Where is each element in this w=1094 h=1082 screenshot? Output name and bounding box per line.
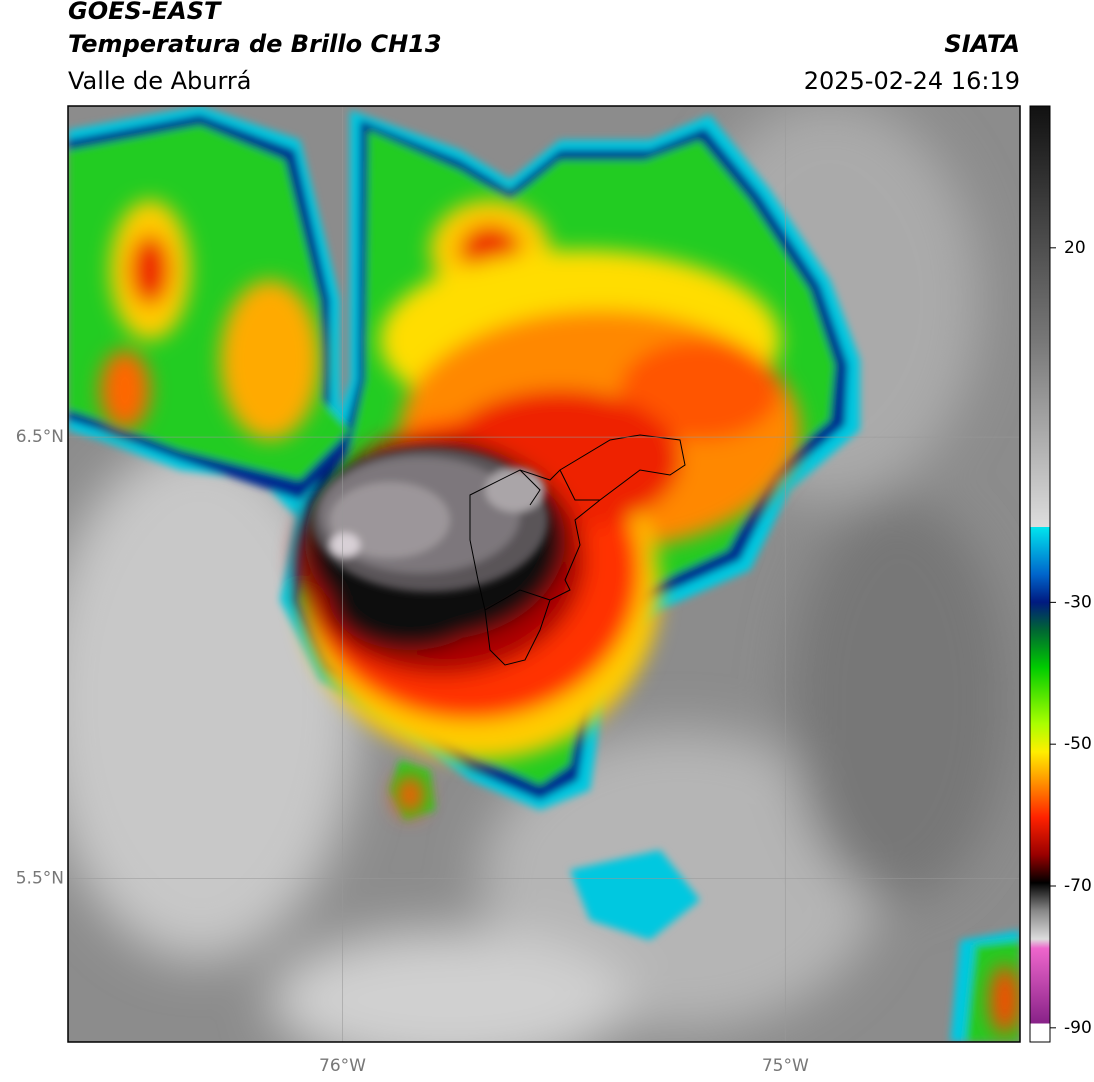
region: Valle de Aburrá — [68, 67, 252, 95]
source: SIATA — [944, 30, 1020, 58]
colorbar-tick-label: -50 — [1064, 734, 1092, 754]
lat-tick-label: 6.5°N — [16, 427, 64, 447]
lon-tick-label: 75°W — [762, 1056, 809, 1076]
colorbar-tick-label: -30 — [1064, 592, 1092, 612]
satellite-image — [68, 106, 1020, 1042]
title: GOES-EAST — [68, 0, 222, 25]
colorbar-tick-label: 20 — [1064, 238, 1086, 258]
timestamp: 2025-02-24 16:19 — [804, 67, 1020, 95]
colorbar — [1029, 105, 1051, 1043]
colorbar-tick-label: -90 — [1064, 1018, 1092, 1038]
lat-tick-label: 5.5°N — [16, 869, 64, 889]
lon-tick-label: 76°W — [319, 1056, 366, 1076]
basin-outline — [469, 434, 686, 666]
colorbar-tick-label: -70 — [1064, 876, 1092, 896]
map-frame — [67, 105, 1021, 1043]
subtitle: Temperatura de Brillo CH13 — [68, 30, 442, 58]
